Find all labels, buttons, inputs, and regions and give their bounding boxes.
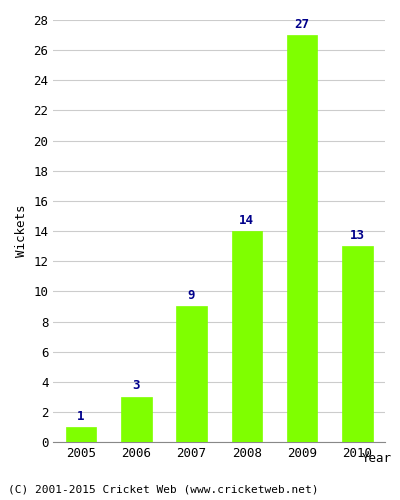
Bar bbox=[232, 231, 262, 442]
Text: 9: 9 bbox=[188, 289, 195, 302]
Text: 14: 14 bbox=[239, 214, 254, 226]
Text: 3: 3 bbox=[132, 380, 140, 392]
Bar bbox=[66, 427, 96, 442]
Text: Year: Year bbox=[362, 452, 392, 466]
Text: 13: 13 bbox=[350, 228, 365, 241]
Text: 1: 1 bbox=[77, 410, 85, 422]
Bar bbox=[121, 397, 152, 442]
Bar bbox=[287, 35, 317, 442]
Text: 27: 27 bbox=[295, 18, 310, 30]
Bar bbox=[342, 246, 372, 442]
Bar bbox=[176, 306, 207, 442]
Y-axis label: Wickets: Wickets bbox=[15, 205, 28, 258]
Text: (C) 2001-2015 Cricket Web (www.cricketweb.net): (C) 2001-2015 Cricket Web (www.cricketwe… bbox=[8, 485, 318, 495]
